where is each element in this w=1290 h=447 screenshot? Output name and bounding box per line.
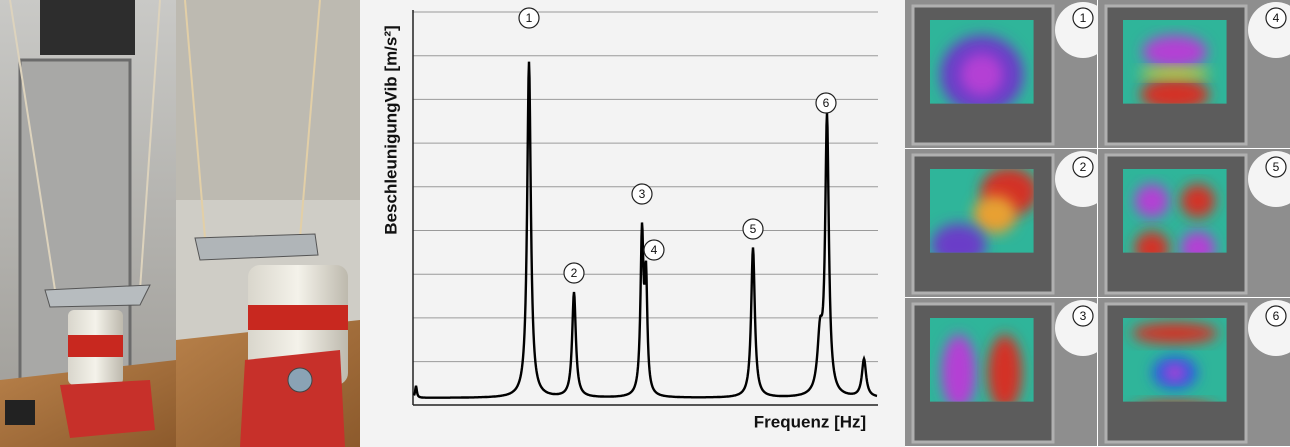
- color-blob: [1134, 231, 1170, 253]
- mode-label-circle: [1265, 305, 1287, 327]
- mode-label-circle: [1072, 156, 1094, 178]
- color-blob: [1134, 184, 1170, 218]
- mode-label: 6: [1273, 309, 1280, 323]
- color-blob: [1138, 67, 1211, 80]
- y-axis-label: BeschleunigungVib [m/s²]: [381, 25, 400, 234]
- color-layer: [930, 169, 1034, 253]
- peak-label: 2: [571, 266, 578, 280]
- color-layer: [930, 20, 1034, 104]
- mode-label-circle: [1265, 7, 1287, 29]
- x-axis-label: Frequenz [Hz]: [754, 412, 866, 431]
- peak-label: 4: [651, 243, 658, 257]
- peak-label: 3: [639, 187, 646, 201]
- color-layer: [930, 318, 1034, 402]
- color-map: [1123, 20, 1227, 104]
- peak-label: 1: [526, 11, 533, 25]
- spectrum-curve: [412, 61, 878, 399]
- color-map: [930, 318, 1034, 402]
- peak-label-circle: [643, 239, 665, 261]
- mode-label: 3: [1080, 309, 1087, 323]
- peak-label: 6: [823, 96, 830, 110]
- mode-shape: 1: [905, 0, 1111, 148]
- color-blob: [1140, 77, 1210, 104]
- mode-label: 1: [1080, 11, 1087, 25]
- disc: [1055, 2, 1111, 58]
- color-blob: [941, 334, 977, 402]
- mode-label-circle: [1072, 305, 1094, 327]
- color-map: [1123, 169, 1227, 253]
- mode-shape: 3: [905, 298, 1111, 446]
- mode-label-circle: [1072, 7, 1094, 29]
- peak-label-circle: [742, 218, 764, 240]
- mode-shape: 2: [905, 149, 1111, 297]
- color-blob: [1142, 35, 1208, 69]
- mode-label: 2: [1080, 160, 1087, 174]
- color-map: [930, 169, 1034, 253]
- color-blob: [987, 334, 1023, 402]
- mode-shape: 4: [1098, 0, 1290, 148]
- peak-label-circle: [518, 7, 540, 29]
- color-blob: [1131, 322, 1219, 344]
- color-blob: [931, 223, 987, 253]
- color-blob: [973, 195, 1017, 234]
- peak-label-circle: [563, 262, 585, 284]
- color-map: [930, 20, 1034, 104]
- photo-shaker-1: [0, 0, 176, 447]
- spectrum-panel: BeschleunigungVib [m/s²] Frequenz [Hz] 1…: [360, 0, 905, 447]
- color-layer: [1123, 20, 1227, 104]
- mode-shape: 5: [1098, 149, 1290, 297]
- color-layer: [1123, 318, 1227, 402]
- color-blob: [1180, 184, 1216, 218]
- peak-label-circle: [631, 183, 653, 205]
- photo-shaker-2: [176, 0, 360, 447]
- mode-label: 5: [1273, 160, 1280, 174]
- disc: [1055, 151, 1111, 207]
- mode-label-circle: [1265, 156, 1287, 178]
- peak-label-circle: [815, 92, 837, 114]
- disc: [1055, 300, 1111, 356]
- peak-label: 5: [750, 222, 757, 236]
- mode-label: 4: [1273, 11, 1280, 25]
- mode-shapes: 1 4 2 5 3 6: [905, 0, 1290, 446]
- color-blob: [1163, 364, 1187, 382]
- color-layer: [1123, 169, 1227, 253]
- color-blob: [1180, 231, 1216, 253]
- color-map: [1123, 318, 1227, 402]
- color-blob: [960, 53, 1004, 96]
- mode-shape: 6: [1098, 298, 1290, 446]
